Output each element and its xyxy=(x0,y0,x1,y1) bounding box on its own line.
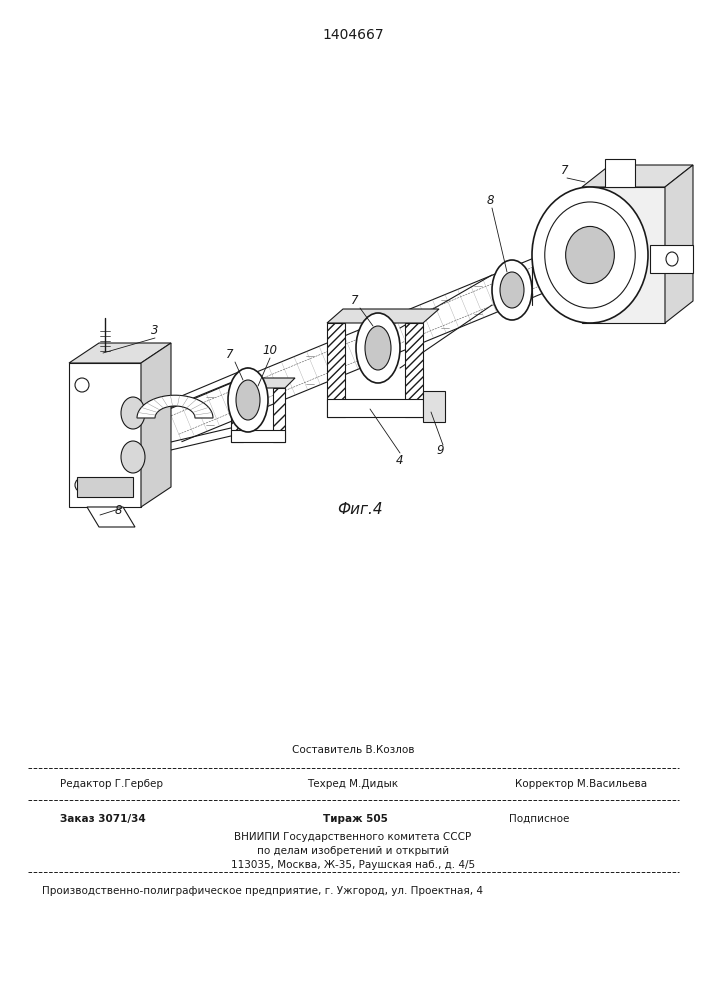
Text: Фиг.4: Фиг.4 xyxy=(337,502,382,518)
Polygon shape xyxy=(231,430,285,442)
Text: 8: 8 xyxy=(115,504,122,516)
Polygon shape xyxy=(582,165,693,187)
Ellipse shape xyxy=(228,368,268,432)
Text: 10: 10 xyxy=(262,344,278,357)
Text: Тираж 505: Тираж 505 xyxy=(323,814,388,824)
Ellipse shape xyxy=(75,378,89,392)
Polygon shape xyxy=(273,388,285,442)
Polygon shape xyxy=(665,165,693,323)
Text: 113035, Москва, Ж-35, Раушская наб., д. 4/5: 113035, Москва, Ж-35, Раушская наб., д. … xyxy=(231,860,475,870)
Ellipse shape xyxy=(492,260,532,320)
Ellipse shape xyxy=(500,272,524,308)
Text: 7: 7 xyxy=(226,349,234,361)
Text: Корректор М.Васильева: Корректор М.Васильева xyxy=(515,779,647,789)
Text: 8: 8 xyxy=(486,194,493,207)
Ellipse shape xyxy=(566,226,614,284)
Text: Производственно-полиграфическое предприятие, г. Ужгород, ул. Проектная, 4: Производственно-полиграфическое предприя… xyxy=(42,886,483,896)
Ellipse shape xyxy=(121,397,145,429)
Polygon shape xyxy=(168,258,547,442)
Polygon shape xyxy=(650,245,693,273)
Ellipse shape xyxy=(121,441,145,473)
Polygon shape xyxy=(69,363,141,507)
Polygon shape xyxy=(231,388,243,442)
Text: ВНИИПИ Государственного комитета СССР: ВНИИПИ Государственного комитета СССР xyxy=(235,832,472,842)
Text: Составитель В.Козлов: Составитель В.Козлов xyxy=(292,745,414,755)
Text: Подписное: Подписное xyxy=(509,814,569,824)
Ellipse shape xyxy=(532,187,648,323)
Polygon shape xyxy=(137,395,213,418)
Text: Редактор Г.Гербер: Редактор Г.Гербер xyxy=(60,779,163,789)
Text: 1404667: 1404667 xyxy=(322,28,385,42)
Text: 7: 7 xyxy=(351,294,358,306)
Ellipse shape xyxy=(236,380,260,420)
Polygon shape xyxy=(327,309,439,323)
Polygon shape xyxy=(141,343,171,507)
Polygon shape xyxy=(423,391,445,422)
Ellipse shape xyxy=(666,252,678,266)
Polygon shape xyxy=(327,399,423,417)
Text: 4: 4 xyxy=(396,454,404,466)
Ellipse shape xyxy=(365,326,391,370)
Polygon shape xyxy=(582,187,665,323)
Text: Техред М.Дидык: Техред М.Дидык xyxy=(308,779,399,789)
Polygon shape xyxy=(405,323,423,417)
Ellipse shape xyxy=(545,202,636,308)
Ellipse shape xyxy=(356,313,400,383)
Polygon shape xyxy=(231,378,295,388)
Polygon shape xyxy=(87,507,135,527)
Text: по делам изобретений и открытий: по делам изобретений и открытий xyxy=(257,846,449,856)
Polygon shape xyxy=(327,323,345,417)
Text: Заказ 3071/34: Заказ 3071/34 xyxy=(60,814,146,824)
Ellipse shape xyxy=(75,478,89,492)
Text: 9: 9 xyxy=(436,444,444,456)
Polygon shape xyxy=(77,477,133,497)
Text: 7: 7 xyxy=(561,163,568,176)
Polygon shape xyxy=(605,159,635,187)
Text: 3: 3 xyxy=(151,324,159,336)
Polygon shape xyxy=(69,343,171,363)
